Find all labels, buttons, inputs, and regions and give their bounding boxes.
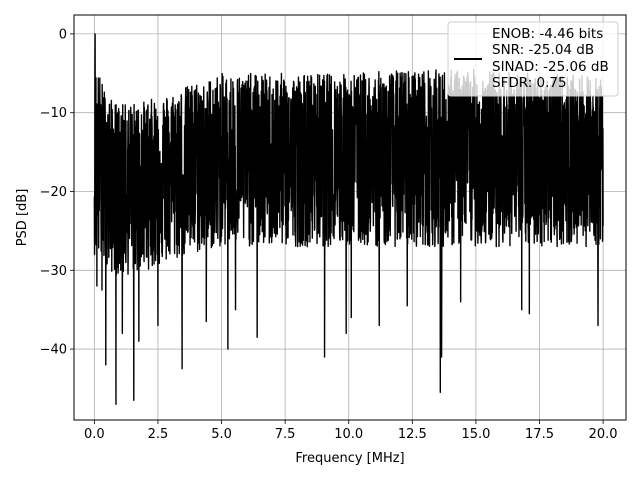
axes-frame <box>73 14 627 421</box>
y-axis-label: PSD [dB] <box>15 189 30 247</box>
y-tick-label: −30 <box>40 264 67 279</box>
legend-enob: ENOB: -4.46 bits <box>492 26 603 42</box>
psd-series-line <box>93 33 604 405</box>
x-tick-label: 2.5 <box>148 427 169 442</box>
x-tick-label: 17.5 <box>525 427 554 442</box>
x-tick-label: 20.0 <box>589 427 618 442</box>
y-axis-ticks: 0 −10 −20 −30 −40 <box>40 27 74 358</box>
x-tick-label: 15.0 <box>461 427 490 442</box>
x-tick-label: 7.5 <box>275 427 296 442</box>
legend-sinad: SINAD: -25.06 dB <box>492 59 609 75</box>
x-tick-label: 0.0 <box>84 427 105 442</box>
x-axis-ticks: 0.0 2.5 5.0 7.5 10.0 12.5 15.0 17.5 20.0 <box>84 420 618 442</box>
x-tick-label: 10.0 <box>334 427 363 442</box>
legend: ENOB: -4.46 bits SNR: -25.04 dB SINAD: -… <box>447 21 619 97</box>
x-tick-label: 12.5 <box>398 427 427 442</box>
x-tick-label: 5.0 <box>211 427 232 442</box>
legend-box <box>447 21 619 97</box>
legend-sfdr: SFDR: 0.75 <box>492 75 567 91</box>
y-tick-label: 0 <box>59 27 67 42</box>
y-tick-label: −20 <box>40 185 67 200</box>
x-axis-label: Frequency [MHz] <box>295 451 404 466</box>
y-tick-label: −40 <box>40 343 67 358</box>
plot-area <box>93 33 604 405</box>
y-tick-label: −10 <box>40 106 67 121</box>
legend-snr: SNR: -25.04 dB <box>492 42 594 58</box>
